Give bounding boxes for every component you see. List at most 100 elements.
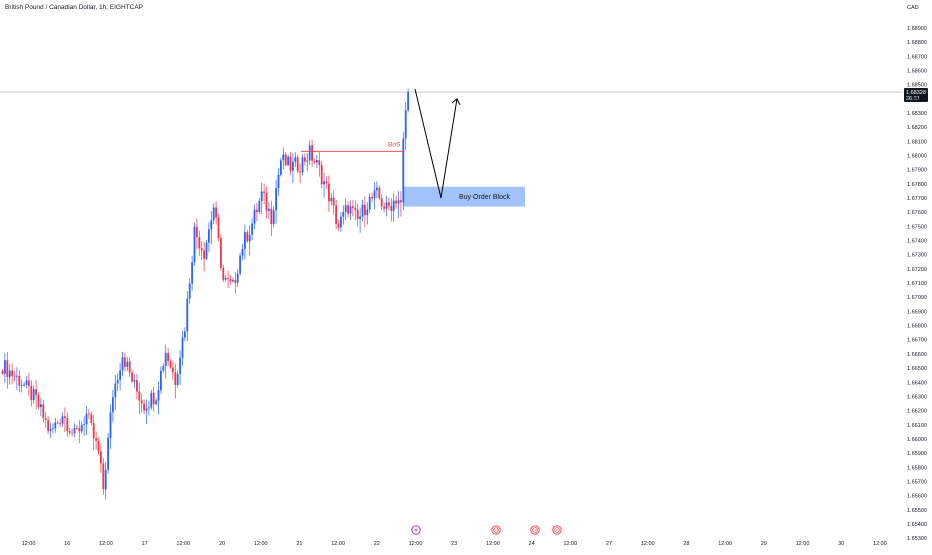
candle-body <box>200 248 203 251</box>
projection-path <box>414 88 458 199</box>
price-tick-label: 1.68800 <box>907 40 927 46</box>
price-tick-label: 1.68400 <box>907 97 927 103</box>
candle-body <box>236 273 239 283</box>
candle-body <box>150 392 153 408</box>
time-tick-label: 12:00 <box>409 541 423 547</box>
candle-body <box>306 160 309 162</box>
candle-body <box>136 380 138 392</box>
candle-body <box>328 183 330 202</box>
price-tick-label: 1.68900 <box>907 26 927 32</box>
candle-body <box>325 181 328 184</box>
candle-body <box>143 403 145 411</box>
candle-body <box>121 357 124 371</box>
candle-body <box>59 422 61 424</box>
price-tick-label: 1.65400 <box>907 522 927 528</box>
time-tick-label: 30 <box>838 541 844 547</box>
time-tick-label: 12:00 <box>563 541 577 547</box>
candle-body <box>392 200 395 211</box>
candle-body <box>296 157 299 172</box>
candle-body <box>402 138 405 203</box>
price-tick-label: 1.65300 <box>907 536 927 542</box>
time-tick-label: 28 <box>683 541 689 547</box>
time-tick-label: 29 <box>761 541 767 547</box>
candle-body <box>181 337 184 358</box>
candle-body <box>270 208 273 225</box>
price-tick-label: 1.68300 <box>907 111 927 117</box>
price-tick-label: 1.66400 <box>907 380 927 386</box>
time-tick-label: 20 <box>219 541 225 547</box>
time-tick-label: 27 <box>606 541 612 547</box>
candle-body <box>316 160 318 163</box>
candle-body <box>368 196 371 210</box>
price-tick-label: 1.67100 <box>907 281 927 287</box>
candle-body <box>246 232 249 242</box>
candle-body <box>25 380 28 385</box>
candle-body <box>73 427 76 433</box>
time-tick-label: 22 <box>374 541 380 547</box>
price-tick-label: 1.67400 <box>907 239 927 245</box>
candle-body <box>186 298 189 332</box>
candle-body <box>280 160 282 175</box>
countdown-label: 36:31 <box>906 96 920 102</box>
candle-body <box>196 226 198 238</box>
candle-body <box>205 242 208 259</box>
candle-body <box>356 209 359 219</box>
candle-body <box>203 250 205 259</box>
candle-body <box>104 469 107 490</box>
candle-body <box>133 380 136 382</box>
price-tick-label: 1.66200 <box>907 409 927 415</box>
price-tick-label: 1.67500 <box>907 224 927 230</box>
candle-body <box>35 389 37 396</box>
price-tick-label: 1.66700 <box>907 338 927 344</box>
price-tick-label: 1.66500 <box>907 366 927 372</box>
price-tick-label: 1.65900 <box>907 451 927 457</box>
time-axis[interactable]: 12:00 16 12:00 17 12:00 20 12:00 21 12:00 22 12:00… <box>22 541 887 547</box>
candle-body <box>88 413 90 415</box>
candle-body <box>11 370 13 376</box>
price-tick-label: 1.67800 <box>907 182 927 188</box>
price-axis[interactable]: CAD1.689001.688001.687001.686001.685001.… <box>907 5 927 542</box>
time-tick-label: 12:00 <box>331 541 345 547</box>
candle-body <box>64 416 66 419</box>
time-tick-label: 12:00 <box>22 541 36 547</box>
price-tick-label: 1.67000 <box>907 295 927 301</box>
time-tick-label: 12:00 <box>796 541 810 547</box>
candle-body <box>126 361 129 367</box>
candle-body <box>23 384 25 386</box>
candle-body <box>311 145 313 161</box>
order-block-layer: Buy Order Block <box>403 186 525 207</box>
candle-body <box>373 190 376 199</box>
candle-body <box>361 204 364 217</box>
candle-body <box>148 407 150 409</box>
candle-body <box>6 360 9 378</box>
time-tick-label: 12:00 <box>486 541 500 547</box>
price-tick-label: 1.65700 <box>907 479 927 485</box>
candle-body <box>330 197 333 202</box>
candle-body <box>268 208 270 211</box>
price-tick-label: 1.66900 <box>907 309 927 315</box>
candle-body <box>193 226 196 263</box>
candle-body <box>342 211 345 217</box>
candle-body <box>301 157 304 173</box>
price-tick-label: 1.66100 <box>907 423 927 429</box>
candle-body <box>169 361 172 368</box>
price-tick-label: 1.68500 <box>907 83 927 89</box>
price-tick-label: 1.67600 <box>907 210 927 216</box>
candle-body <box>66 418 69 431</box>
candle-body <box>212 207 215 221</box>
candle-body <box>90 414 93 423</box>
candle-body <box>320 165 323 185</box>
candles-layer <box>1 88 409 500</box>
time-tick-label: 23 <box>451 541 457 547</box>
candle-body <box>20 385 23 386</box>
candle-body <box>337 223 340 228</box>
candle-body <box>198 237 201 249</box>
candle-body <box>260 191 263 202</box>
candle-body <box>366 209 369 216</box>
candle-body <box>208 229 210 243</box>
candle-body <box>30 386 33 400</box>
candle-body <box>174 372 177 385</box>
candle-body <box>224 277 227 280</box>
